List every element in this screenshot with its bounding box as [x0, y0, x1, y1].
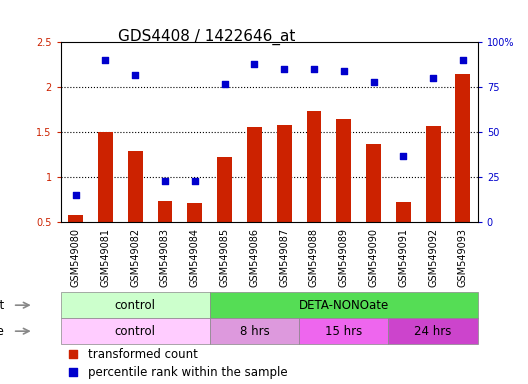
- Point: [69, 351, 78, 358]
- Bar: [299, 318, 389, 344]
- Bar: [157, 200, 173, 222]
- Bar: [336, 119, 351, 222]
- Point: [459, 57, 467, 63]
- Text: control: control: [115, 324, 156, 338]
- Bar: [128, 151, 143, 222]
- Text: GSM549089: GSM549089: [339, 228, 349, 287]
- Bar: [366, 144, 381, 222]
- Text: 8 hrs: 8 hrs: [240, 324, 269, 338]
- Text: GSM549087: GSM549087: [279, 228, 289, 287]
- Text: GSM549084: GSM549084: [190, 228, 200, 287]
- Point: [191, 178, 199, 184]
- Bar: [61, 292, 210, 318]
- Point: [399, 152, 408, 159]
- Text: percentile rank within the sample: percentile rank within the sample: [88, 366, 287, 379]
- Text: GSM549093: GSM549093: [458, 228, 468, 287]
- Text: agent: agent: [0, 299, 4, 312]
- Bar: [396, 202, 411, 222]
- Point: [429, 75, 437, 81]
- Bar: [210, 292, 478, 318]
- Bar: [426, 126, 440, 222]
- Bar: [277, 125, 291, 222]
- Text: GSM549091: GSM549091: [398, 228, 408, 287]
- Text: DETA-NONOate: DETA-NONOate: [299, 299, 389, 312]
- Point: [250, 61, 259, 67]
- Bar: [68, 215, 83, 222]
- Bar: [247, 127, 262, 222]
- Bar: [98, 132, 113, 222]
- Point: [310, 66, 318, 72]
- Bar: [187, 203, 202, 222]
- Text: GSM549086: GSM549086: [249, 228, 259, 287]
- Text: GSM549092: GSM549092: [428, 228, 438, 287]
- Point: [161, 178, 169, 184]
- Text: GSM549085: GSM549085: [220, 228, 230, 287]
- Bar: [61, 318, 210, 344]
- Point: [69, 369, 78, 375]
- Text: control: control: [115, 299, 156, 312]
- Text: 15 hrs: 15 hrs: [325, 324, 362, 338]
- Bar: [217, 157, 232, 222]
- Bar: [307, 111, 322, 222]
- Text: GDS4408 / 1422646_at: GDS4408 / 1422646_at: [118, 29, 295, 45]
- Point: [340, 68, 348, 74]
- Text: GSM549090: GSM549090: [369, 228, 379, 287]
- Point: [280, 66, 288, 72]
- Text: 24 hrs: 24 hrs: [414, 324, 452, 338]
- Bar: [389, 318, 478, 344]
- Text: time: time: [0, 324, 4, 338]
- Point: [71, 192, 80, 198]
- Bar: [210, 318, 299, 344]
- Bar: [456, 74, 470, 222]
- Point: [101, 57, 110, 63]
- Text: GSM549088: GSM549088: [309, 228, 319, 287]
- Text: GSM549081: GSM549081: [100, 228, 110, 287]
- Text: transformed count: transformed count: [88, 348, 197, 361]
- Point: [131, 71, 139, 78]
- Text: GSM549083: GSM549083: [160, 228, 170, 287]
- Text: GSM549082: GSM549082: [130, 228, 140, 287]
- Text: GSM549080: GSM549080: [71, 228, 81, 287]
- Point: [220, 81, 229, 87]
- Point: [370, 79, 378, 85]
